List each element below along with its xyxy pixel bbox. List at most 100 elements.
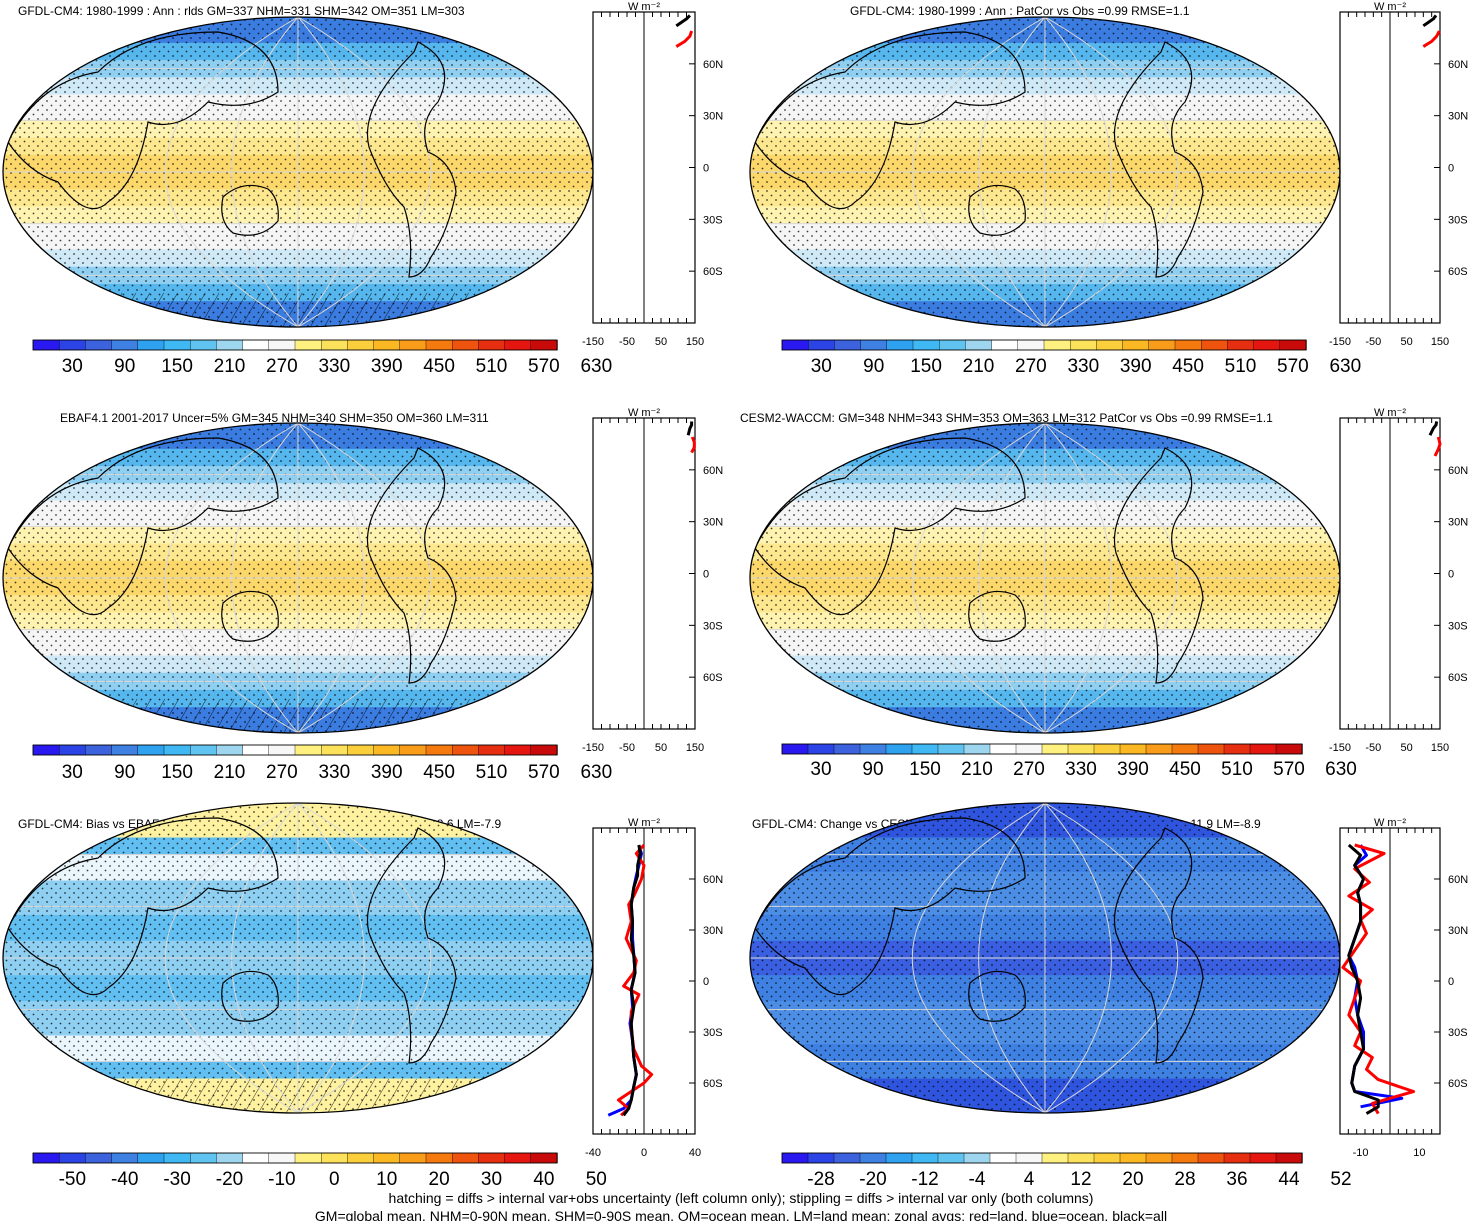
colorbar-box <box>425 744 453 756</box>
meridian <box>231 17 299 327</box>
colorbar-box <box>530 1152 558 1164</box>
colorbar-box <box>781 339 809 351</box>
coastline <box>366 41 457 278</box>
colorbar-label: -12 <box>911 1169 938 1190</box>
colorbar-box <box>294 1152 322 1164</box>
profile-ytick: 0 <box>1448 569 1454 581</box>
colorbar-box <box>1200 339 1229 351</box>
colorbar-box <box>885 1152 913 1164</box>
profile-series-line <box>1341 843 1416 1115</box>
colorbar-box <box>399 1152 427 1164</box>
colorbar-label: 330 <box>1067 356 1099 377</box>
colorbar-box <box>885 743 913 755</box>
colorbar: 30 90 150 210 270 330 390 450 510 570 630 <box>32 744 612 783</box>
colorbar-box <box>1197 743 1225 755</box>
profile-ytick: 0 <box>1448 976 1454 988</box>
profile-xlabel: W m⁻² <box>1374 1 1406 13</box>
colorbar: 30 90 150 210 270 330 390 450 510 570 630 <box>781 339 1361 377</box>
colorbar-box <box>1015 1152 1043 1164</box>
profile-ytick: 60S <box>703 1078 723 1090</box>
colorbar-box <box>886 339 914 351</box>
meridian <box>1044 423 1112 733</box>
profile-series-line <box>686 421 694 436</box>
profile-xlabel: W m⁻² <box>1374 407 1406 419</box>
colorbar-box <box>373 339 401 351</box>
colorbar-box <box>478 744 506 756</box>
colorbar-frame <box>781 1152 1303 1164</box>
colorbar-label: 150 <box>161 762 193 783</box>
colorbar-box <box>989 743 1017 755</box>
colorbar-box <box>1171 743 1199 755</box>
coastline <box>754 437 1026 616</box>
map <box>3 17 593 327</box>
colorbar-label: 30 <box>810 759 831 780</box>
colorbar-box <box>939 339 967 351</box>
colorbar-box <box>59 339 87 351</box>
meridian <box>912 803 1046 1113</box>
profile-xlabel: W m⁻² <box>1374 817 1406 829</box>
colorbar-box <box>807 743 835 755</box>
meridian <box>165 423 299 733</box>
colorbar-box <box>808 339 836 351</box>
profile-ytick: 30N <box>703 517 723 529</box>
map <box>750 803 1340 1113</box>
colorbar-box <box>32 744 60 756</box>
meridian <box>1044 17 1178 327</box>
profile-ytick: 60N <box>1448 59 1468 71</box>
colorbar-label: -20 <box>216 1169 243 1190</box>
colorbar-label: 12 <box>1070 1169 1091 1190</box>
profile-series-line <box>675 14 691 28</box>
profile-ytick: 60S <box>703 672 723 684</box>
profile-xtick: -150 <box>582 742 604 754</box>
colorbar-label: 570 <box>1277 356 1309 377</box>
colorbar-label: 330 <box>318 762 350 783</box>
zonal-profile: W m⁻² -150 -50 50 150 60N 30N 0 30S 60S <box>1329 407 1468 754</box>
panel-5: GFDL-CM4: Bias vs EBAF4.1 2001-2017 GM=-… <box>2 802 723 1190</box>
colorbar-box <box>242 1152 270 1164</box>
colorbar-box <box>1171 1152 1199 1164</box>
coastline <box>968 184 1026 236</box>
colorbar-box <box>781 1152 809 1164</box>
meridian <box>1044 803 1178 1113</box>
colorbar-box <box>504 744 532 756</box>
profile-series-line <box>690 436 696 454</box>
colorbar-box <box>1041 743 1069 755</box>
colorbar-box <box>216 1152 244 1164</box>
coastline <box>7 817 279 996</box>
colorbar-label: 570 <box>528 762 560 783</box>
profile-xtick: 50 <box>1401 336 1413 348</box>
colorbar-label: 270 <box>266 356 298 377</box>
colorbar-label: 510 <box>476 762 508 783</box>
profile-xlabel: W m⁻² <box>628 407 660 419</box>
profile-series-line <box>617 843 654 1117</box>
zonal-profile: W m⁻² -150 -50 50 150 60N 30N 0 30S 60S <box>1329 1 1468 348</box>
profile-ytick: 30S <box>1448 620 1468 632</box>
colorbar-box <box>268 744 296 756</box>
profile-ytick: 30S <box>1448 214 1468 226</box>
colorbar-box <box>1067 743 1095 755</box>
colorbar-box <box>504 1152 532 1164</box>
profile-ytick: 60N <box>1448 465 1468 477</box>
colorbar-label: 150 <box>161 356 193 377</box>
colorbar-box <box>1275 743 1303 755</box>
colorbar-box <box>399 339 427 351</box>
profile-ytick: 60N <box>703 874 723 886</box>
colorbar-box <box>530 339 558 351</box>
footer: hatching = diffs > internal var+obs unce… <box>315 1190 1167 1221</box>
profile-ytick: 60S <box>703 266 723 278</box>
zonal-profile: W m⁻² -10 10 60N 30N 0 30S 60S <box>1339 817 1468 1159</box>
colorbar-box <box>937 743 965 755</box>
colorbar-label: 150 <box>910 356 942 377</box>
colorbar-box <box>1096 339 1124 351</box>
colorbar-label: 510 <box>476 356 508 377</box>
colorbar-box <box>1174 339 1202 351</box>
profile-ytick: 0 <box>703 569 709 581</box>
profile-xtick: -50 <box>619 336 635 348</box>
colorbar-box <box>1069 339 1098 351</box>
map <box>3 803 593 1113</box>
profile-series-line <box>1422 30 1441 48</box>
colorbar-box <box>912 339 940 351</box>
colorbar-label: 30 <box>62 762 83 783</box>
colorbar-box <box>59 744 87 756</box>
colorbar-label: 90 <box>114 762 135 783</box>
